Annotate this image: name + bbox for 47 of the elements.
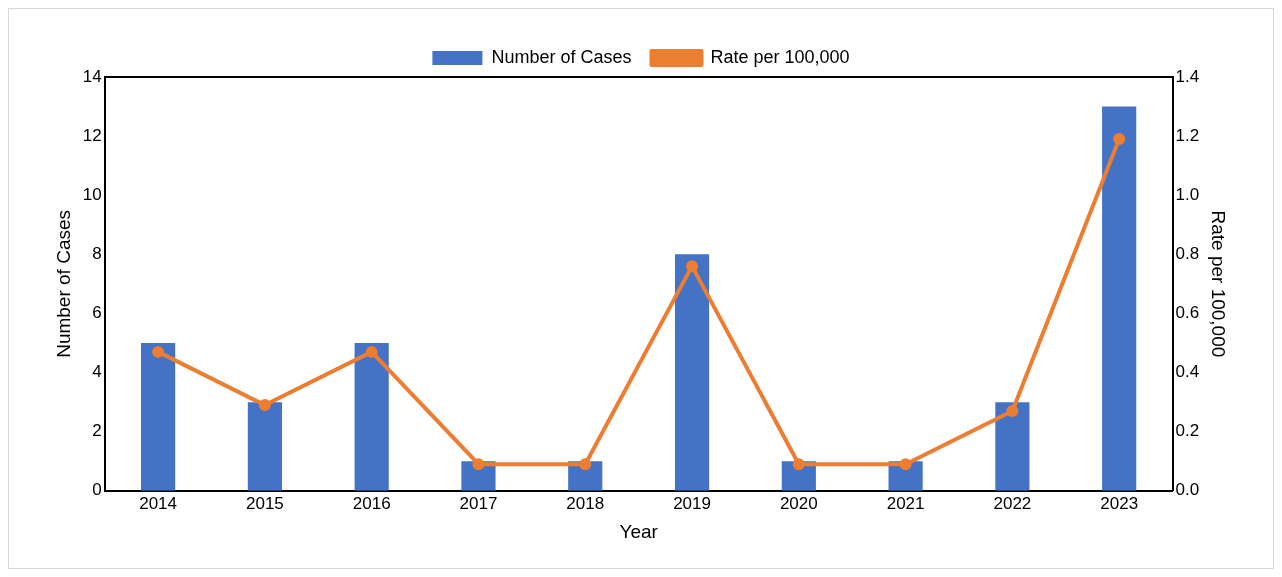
y2-tick-label: 0.0 xyxy=(1175,480,1200,500)
y2-tick-label: 1.4 xyxy=(1175,66,1200,86)
y-tick-label: 10 xyxy=(82,184,102,204)
y2-tick-label: 0.6 xyxy=(1175,303,1200,323)
x-tick-label: 2021 xyxy=(886,493,925,513)
y2-tick-label: 0.4 xyxy=(1175,362,1200,382)
point xyxy=(152,345,165,358)
y2-tick-label: 0.2 xyxy=(1175,421,1200,441)
y-tick-label: 4 xyxy=(92,362,102,382)
bar xyxy=(141,343,176,491)
y2-axis-title: Rate per 100,000 xyxy=(1208,210,1230,358)
y-tick-label: 0 xyxy=(92,480,102,500)
bar xyxy=(995,402,1030,491)
x-tick-label: 2018 xyxy=(566,493,605,513)
point xyxy=(579,458,592,471)
point xyxy=(1113,133,1126,146)
bar xyxy=(247,402,282,491)
x-tick-label: 2020 xyxy=(779,493,818,513)
x-tick-label: 2015 xyxy=(245,493,284,513)
bar xyxy=(354,343,389,491)
x-tick-label: 2017 xyxy=(459,493,498,513)
point xyxy=(686,260,699,273)
y-tick-label: 2 xyxy=(92,421,102,441)
x-tick-label: 2023 xyxy=(1100,493,1139,513)
point xyxy=(365,345,378,358)
y-axis-title: Number of Cases xyxy=(52,209,74,358)
y2-tick-label: 0.8 xyxy=(1175,244,1200,264)
x-tick-label: 2016 xyxy=(352,493,391,513)
y-tick-label: 8 xyxy=(92,244,102,264)
point xyxy=(472,458,485,471)
point xyxy=(792,458,805,471)
bar xyxy=(1102,106,1137,491)
x-axis-title: Year xyxy=(619,520,659,542)
x-tick-label: 2022 xyxy=(993,493,1032,513)
y-tick-label: 12 xyxy=(82,125,102,145)
y2-tick-label: 1.0 xyxy=(1175,184,1200,204)
bar xyxy=(674,254,710,491)
legend-label: Number of Cases xyxy=(491,46,632,67)
x-tick-label: 2014 xyxy=(139,493,178,513)
y-tick-label: 6 xyxy=(92,303,102,323)
point xyxy=(1006,405,1019,417)
point xyxy=(258,399,271,412)
point xyxy=(899,458,912,471)
x-tick-label: 2019 xyxy=(673,493,711,513)
legend-label: Rate per 100,000 xyxy=(710,46,850,67)
y-tick-label: 14 xyxy=(82,66,102,86)
y2-tick-label: 1.2 xyxy=(1175,125,1200,145)
